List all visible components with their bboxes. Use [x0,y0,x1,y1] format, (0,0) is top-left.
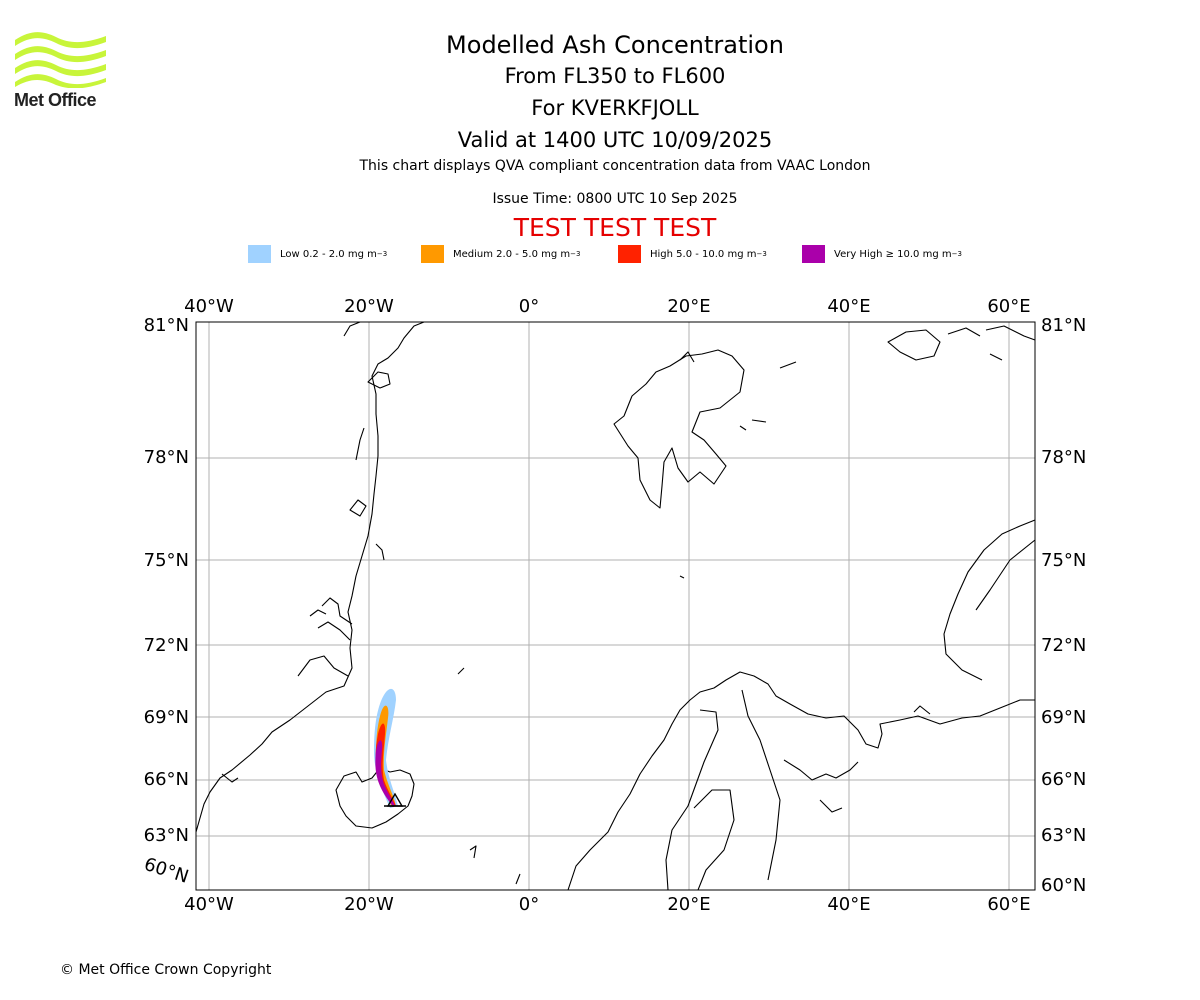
legend-swatch-high [618,245,641,263]
met-office-logo: Met Office [14,30,108,114]
lon-label-bottom: 40°E [827,894,870,915]
lon-label-bottom: 20°W [344,894,394,915]
lon-labels-top: 40°W 20°W 0° 20°E 40°E 60°E [184,296,1030,317]
legend-label-medium: Medium 2.0 - 5.0 mg m [453,248,571,260]
lat-label-right: 69°N [1041,707,1086,728]
lat-label-left: 78°N [144,447,189,468]
lon-label-top: 40°E [827,296,870,317]
lat-label-right: 60°N [1041,875,1086,896]
legend-swatch-medium [421,245,444,263]
lon-label-bottom: 60°E [987,894,1030,915]
legend-unit-exp-low: −3 [376,250,388,258]
lon-label-bottom: 0° [519,894,539,915]
lat-label-right: 75°N [1041,550,1086,571]
legend-label-very-high: Very High ≥ 10.0 mg m [834,248,952,260]
legend-item-high: High 5.0 - 10.0 mg m −3 [618,244,767,264]
copyright-notice: © Met Office Crown Copyright [60,962,272,978]
graticule [196,322,1035,890]
lon-label-top: 60°E [987,296,1030,317]
lon-label-top: 20°W [344,296,394,317]
lat-label-right: 81°N [1041,315,1086,336]
lon-label-bottom: 40°W [184,894,234,915]
legend-item-low: Low 0.2 - 2.0 mg m −3 [248,244,387,264]
legend-swatch-low [248,245,271,263]
lat-label-right: 66°N [1041,769,1086,790]
franz-josef-coastline [887,329,941,361]
lat-label-right: 78°N [1041,447,1086,468]
legend-swatch-very-high [802,245,825,263]
flight-level-range: From FL350 to FL600 [504,64,726,88]
test-banner: TEST TEST TEST [513,213,717,242]
svalbard-coastline [613,349,745,509]
lat-label-left: 63°N [144,825,189,846]
volcano-name: For KVERKFJOLL [531,96,699,120]
scandinavia-coastline [567,671,1035,891]
lon-label-bottom: 20°E [667,894,710,915]
chart-titles: Modelled Ash Concentration From FL350 to… [0,30,1200,156]
country-borders [665,709,719,891]
novaya-zemlya-coastline [943,519,1036,681]
legend-label-low: Low 0.2 - 2.0 mg m [280,248,377,260]
qva-note: This chart displays QVA compliant concen… [359,158,871,174]
lat-label-right: 72°N [1041,635,1086,656]
lat-label-right: 63°N [1041,825,1086,846]
triangle-marker-icon [384,792,406,807]
lat-label-left: 60°N [141,854,191,888]
lon-label-top: 40°W [184,296,234,317]
legend-unit-exp-very-high: −3 [951,250,962,258]
met-office-wave-icon [15,32,106,89]
lat-label-left: 69°N [144,707,189,728]
lon-label-top: 20°E [667,296,710,317]
jan-mayen-coastline [457,667,465,675]
legend-item-very-high: Very High ≥ 10.0 mg m −3 [802,244,962,264]
legend-unit-exp-medium: −3 [570,250,581,258]
map-frame [195,321,1036,891]
logo-text: Met Office [14,90,97,110]
coastlines [195,321,1036,891]
lat-labels-right: 81°N 78°N 75°N 72°N 69°N 66°N 63°N 60°N [1041,315,1086,896]
legend-unit-exp-high: −3 [756,250,767,258]
legend-label-high: High 5.0 - 10.0 mg m [650,248,757,260]
lat-labels-left: 81°N 78°N 75°N 72°N 69°N 66°N 63°N 60°N [141,315,191,888]
iceland-coastline [335,767,415,829]
lon-labels-bottom: 40°W 20°W 0° 20°E 40°E 60°E [184,894,1030,915]
ash-area-very-high [375,740,395,806]
ash-plume [374,688,398,808]
chart-title: Modelled Ash Concentration [446,31,784,59]
legend-item-medium: Medium 2.0 - 5.0 mg m −3 [421,244,580,264]
valid-time: Valid at 1400 UTC 10/09/2025 [457,128,773,152]
lon-label-top: 0° [519,296,539,317]
lat-label-left: 66°N [144,769,189,790]
lat-label-left: 81°N [144,315,189,336]
greenland-coastline [195,321,425,833]
lat-label-left: 75°N [144,550,189,571]
lat-label-left: 72°N [144,635,189,656]
issue-time: Issue Time: 0800 UTC 10 Sep 2025 [492,191,738,207]
